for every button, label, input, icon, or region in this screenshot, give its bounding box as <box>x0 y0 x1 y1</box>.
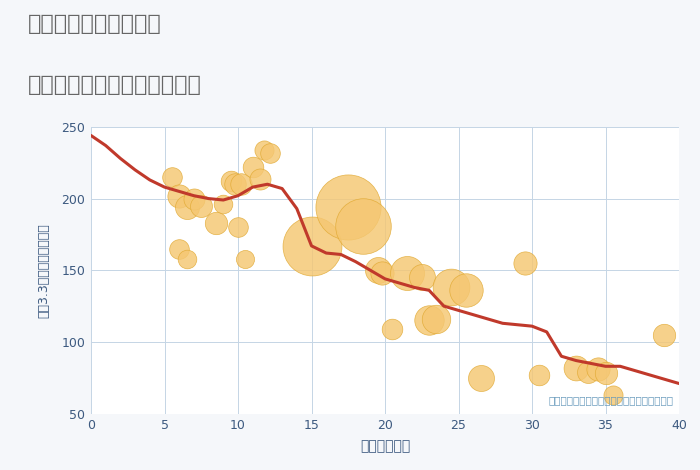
Text: 築年数別中古マンション価格: 築年数別中古マンション価格 <box>28 75 202 95</box>
Point <box>402 269 413 277</box>
Point <box>239 255 251 263</box>
Point <box>386 325 398 333</box>
Point <box>534 371 545 379</box>
Point <box>174 192 185 199</box>
X-axis label: 築年数（年）: 築年数（年） <box>360 439 410 453</box>
Point <box>372 266 384 274</box>
Point <box>306 242 317 250</box>
Point <box>255 175 266 182</box>
Point <box>174 245 185 252</box>
Point <box>416 274 427 281</box>
Point <box>461 287 472 294</box>
Point <box>259 146 270 154</box>
Point <box>608 391 619 399</box>
Y-axis label: 坪（3.3㎡）単価（万円）: 坪（3.3㎡）単価（万円） <box>38 223 50 318</box>
Point <box>659 331 670 338</box>
Point <box>475 374 486 382</box>
Point <box>181 204 192 211</box>
Point <box>232 224 244 231</box>
Point <box>235 180 246 188</box>
Point <box>358 222 369 229</box>
Point <box>431 315 442 323</box>
Point <box>570 364 582 371</box>
Point <box>446 284 457 291</box>
Point <box>218 201 229 208</box>
Point <box>247 163 258 171</box>
Point <box>377 269 388 277</box>
Point <box>424 317 435 324</box>
Text: 円の大きさは、取引のあった物件面積を示す: 円の大きさは、取引のあった物件面積を示す <box>548 395 673 405</box>
Point <box>265 149 276 157</box>
Point <box>210 219 221 227</box>
Point <box>593 365 604 373</box>
Point <box>343 204 354 211</box>
Point <box>188 195 199 202</box>
Point <box>230 180 241 188</box>
Point <box>519 259 531 267</box>
Text: 兵庫県西宮市松並町の: 兵庫県西宮市松並町の <box>28 14 162 34</box>
Point <box>181 255 192 263</box>
Point <box>225 178 237 185</box>
Point <box>167 173 178 181</box>
Point <box>600 370 611 377</box>
Point <box>582 368 594 376</box>
Point <box>195 202 207 210</box>
